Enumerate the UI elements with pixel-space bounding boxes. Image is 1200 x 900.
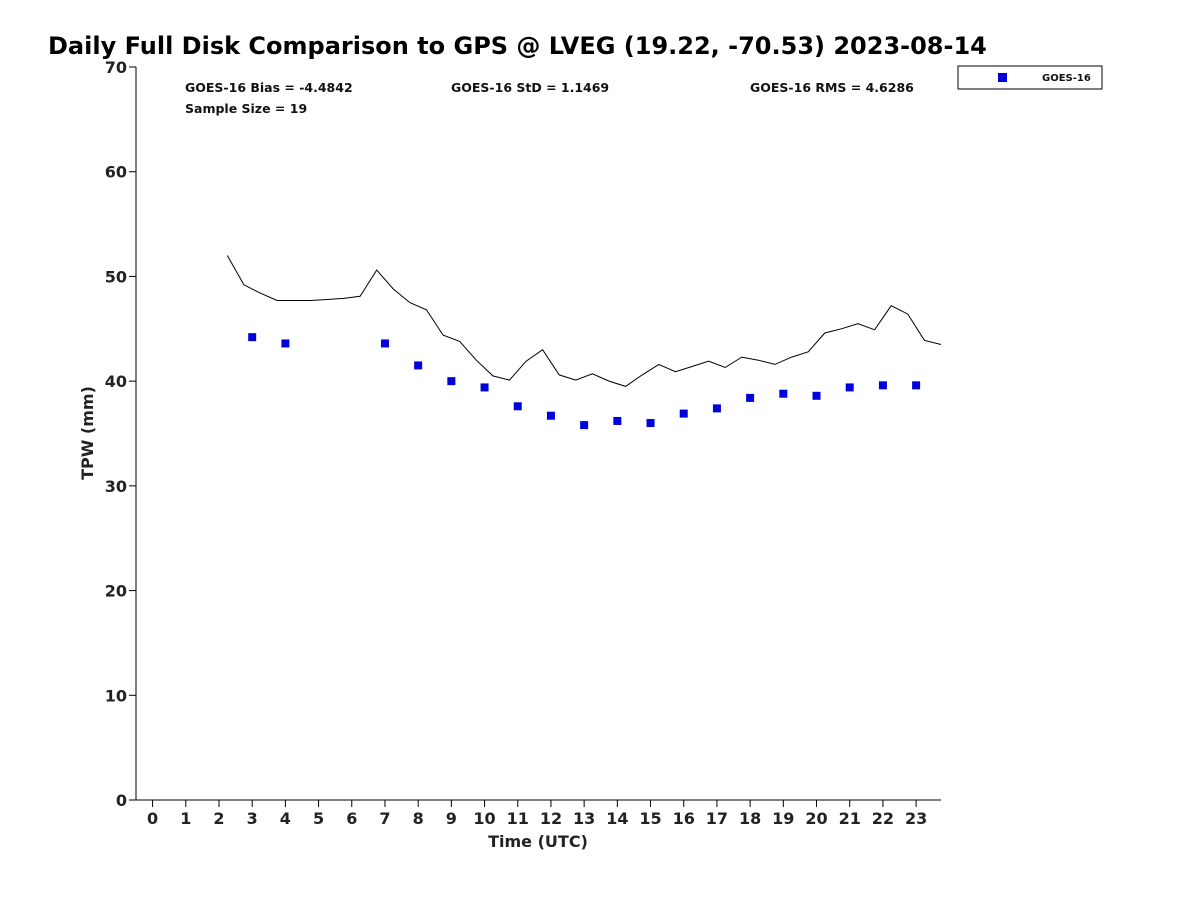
legend-label-goes16: GOES-16 <box>1042 73 1091 84</box>
x-tick-label: 9 <box>446 809 457 828</box>
goes16-data-point <box>248 333 257 342</box>
goes16-data-point <box>646 419 655 428</box>
x-tick-label: 21 <box>839 809 861 828</box>
goes16-data-point <box>414 361 423 370</box>
goes16-data-point <box>447 377 456 386</box>
x-tick-label: 15 <box>639 809 661 828</box>
x-tick-label: 2 <box>213 809 224 828</box>
x-tick-label: 16 <box>673 809 695 828</box>
x-tick-label: 22 <box>872 809 894 828</box>
y-tick-label: 50 <box>105 267 127 286</box>
y-tick-label: 60 <box>105 163 127 182</box>
x-tick-label: 3 <box>247 809 258 828</box>
legend-box <box>957 65 1103 90</box>
gps-line-series <box>226 255 942 387</box>
x-tick-label: 12 <box>540 809 562 828</box>
stat-bias: GOES-16 Bias = -4.4842 <box>185 80 353 95</box>
x-tick-label: 5 <box>313 809 324 828</box>
goes16-data-point <box>281 339 290 348</box>
x-axis-ticks: 0 1 2 3 4 5 6 7 8 9 10 11 12 13 14 15 16 17 18 19 20 21 22 23 <box>147 800 927 828</box>
legend-marker-square <box>998 73 1007 82</box>
goes16-data-point <box>812 391 821 400</box>
goes16-data-point <box>480 383 489 392</box>
x-tick-label: 11 <box>507 809 529 828</box>
goes16-data-point <box>779 389 788 398</box>
y-tick-label: 30 <box>105 477 127 496</box>
y-tick-label: 0 <box>116 791 127 810</box>
y-axis-ticks: 0 10 20 30 40 50 60 70 <box>105 58 136 810</box>
goes16-data-point <box>746 393 755 402</box>
legend: GOES-16 <box>957 65 1103 90</box>
goes16-data-point <box>712 404 721 413</box>
goes16-data-point <box>679 409 688 418</box>
goes16-data-point <box>878 381 887 390</box>
x-tick-label: 6 <box>346 809 357 828</box>
x-tick-label: 0 <box>147 809 158 828</box>
x-tick-label: 13 <box>573 809 595 828</box>
x-axis-label: Time (UTC) <box>488 832 588 851</box>
y-axis-label: TPW (mm) <box>78 386 97 480</box>
x-tick-label: 7 <box>379 809 390 828</box>
goes16-data-point <box>845 383 854 392</box>
gps-line <box>226 255 942 387</box>
goes16-data-point <box>546 411 555 420</box>
x-tick-label: 14 <box>606 809 628 828</box>
y-tick-label: 10 <box>105 686 127 705</box>
x-tick-label: 17 <box>706 809 728 828</box>
x-tick-label: 18 <box>739 809 761 828</box>
goes16-data-point <box>380 339 389 348</box>
x-tick-label: 4 <box>280 809 291 828</box>
goes16-data-point <box>912 381 921 390</box>
stat-std: GOES-16 StD = 1.1469 <box>451 80 609 95</box>
y-tick-label: 70 <box>105 58 127 77</box>
goes16-data-point <box>580 421 589 430</box>
x-tick-label: 1 <box>180 809 191 828</box>
x-tick-label: 19 <box>772 809 794 828</box>
x-tick-label: 23 <box>905 809 927 828</box>
chart-title: Daily Full Disk Comparison to GPS @ LVEG… <box>48 32 987 60</box>
y-tick-label: 40 <box>105 372 127 391</box>
y-tick-label: 20 <box>105 582 127 601</box>
x-tick-label: 20 <box>805 809 827 828</box>
goes16-data-point <box>513 402 522 411</box>
stat-sample-size: Sample Size = 19 <box>185 101 307 116</box>
goes16-data-point <box>613 416 622 425</box>
stat-rms: GOES-16 RMS = 4.6286 <box>750 80 914 95</box>
x-tick-label: 8 <box>413 809 424 828</box>
x-tick-label: 10 <box>473 809 495 828</box>
goes16-point-series <box>248 333 921 430</box>
